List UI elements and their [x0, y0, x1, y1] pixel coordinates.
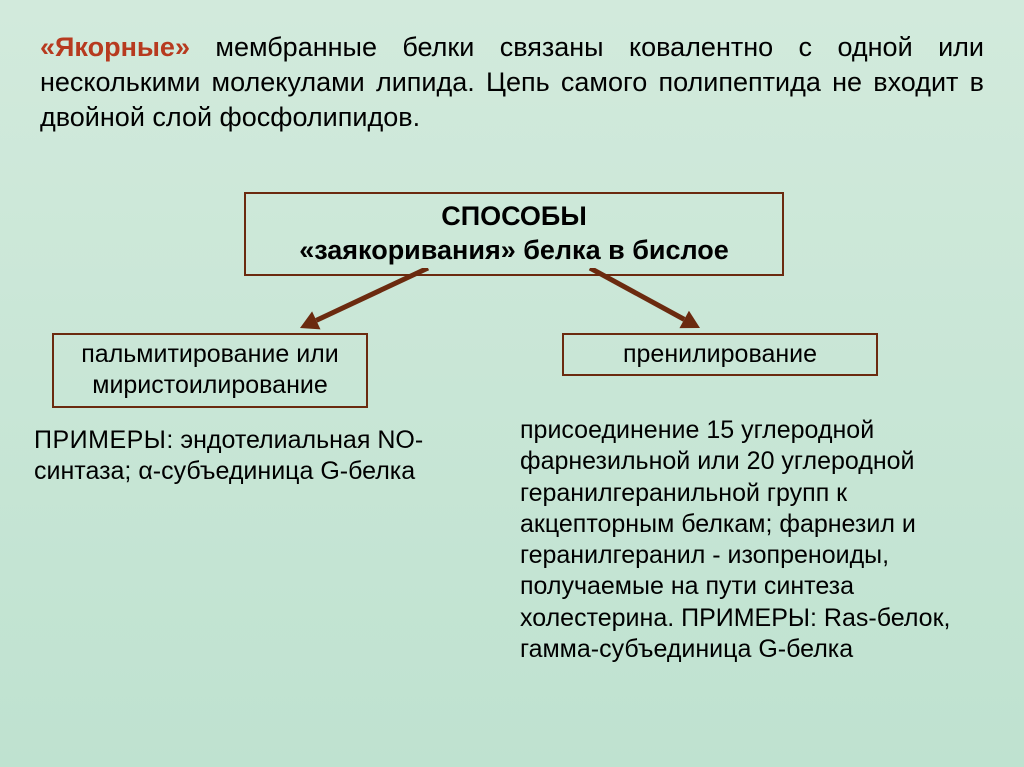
right-child-box: пренилирование	[562, 333, 878, 376]
left-child-box: пальмитирование или миристоилирование	[52, 333, 368, 408]
intro-paragraph: «Якорные» мембранные белки связаны ковал…	[40, 30, 984, 135]
right-desc-text: присоединение 15 углеродной фарнезильной…	[520, 416, 950, 663]
left-description: ПРИМЕРЫ: эндотелиальная NO-синтаза; α-су…	[34, 425, 444, 488]
main-box-line2: «заякоривания» белка в бислое	[260, 234, 768, 268]
arrows-svg	[0, 268, 1024, 338]
main-box: СПОСОБЫ «заякоривания» белка в бислое	[244, 192, 784, 276]
left-box-line2: миристоилирование	[64, 370, 356, 401]
main-box-line1: СПОСОБЫ	[260, 200, 768, 234]
left-examples-label: ПРИМЕРЫ	[34, 426, 166, 454]
intro-highlight: «Якорные»	[40, 32, 190, 62]
slide: «Якорные» мембранные белки связаны ковал…	[0, 0, 1024, 767]
left-box-line1: пальмитирование или	[64, 339, 356, 370]
right-description: присоединение 15 углеродной фарнезильной…	[520, 415, 990, 665]
right-box-text: пренилирование	[574, 339, 866, 370]
